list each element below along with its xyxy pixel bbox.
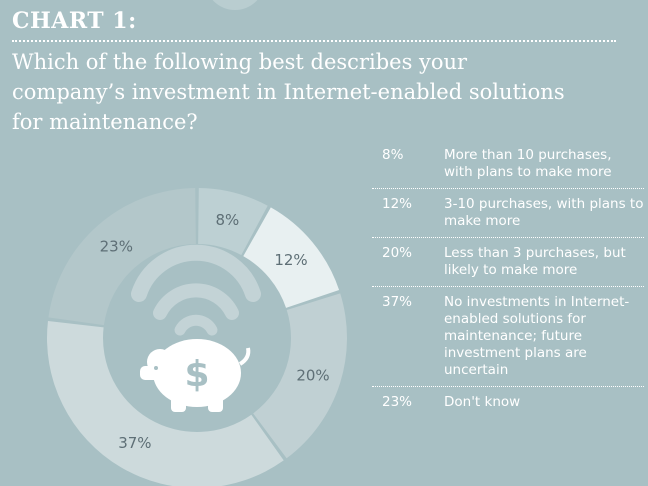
- piggy-bank-icon: $: [131, 244, 261, 412]
- donut-slice-labels: 8% 12% 20% 37% 23%: [100, 211, 330, 452]
- donut-slice: [243, 207, 340, 308]
- dollar-sign-icon: $: [184, 354, 209, 395]
- legend-description: Less than 3 purchases, but likely to mak…: [444, 245, 626, 278]
- legend-description: No investments in Internet-enabled solut…: [444, 294, 630, 378]
- legend-description: More than 10 purchases, with plans to ma…: [444, 147, 612, 180]
- wifi-signal-icon: [131, 244, 261, 336]
- legend-percent: 8%: [382, 147, 404, 163]
- donut-slices: [47, 188, 348, 486]
- legend-percent: 37%: [382, 294, 413, 310]
- chart-label: CHART 1:: [12, 8, 137, 34]
- legend-item: 20% Less than 3 purchases, but likely to…: [372, 238, 644, 287]
- donut-slice: [48, 188, 196, 326]
- legend-item: 8% More than 10 purchases, with plans to…: [372, 140, 644, 189]
- slice-label: 20%: [296, 367, 329, 385]
- gear-icon: [212, 0, 258, 10]
- slice-label: 37%: [118, 434, 151, 452]
- legend-item: 23% Don't know: [372, 387, 644, 418]
- slice-label: 8%: [215, 211, 239, 229]
- legend-percent: 12%: [382, 196, 413, 212]
- donut-slice: [253, 293, 348, 459]
- chart-question: Which of the following best describes yo…: [12, 50, 565, 134]
- legend-percent: 20%: [382, 245, 413, 261]
- slice-label: 23%: [100, 237, 133, 255]
- slice-label: 12%: [274, 251, 307, 269]
- legend-item: 37% No investments in Internet-enabled s…: [372, 287, 644, 387]
- legend-percent: 23%: [382, 394, 413, 410]
- donut-slice: [47, 320, 284, 486]
- legend-item: 12% 3-10 purchases, with plans to make m…: [372, 189, 644, 238]
- legend-description: Don't know: [444, 394, 521, 410]
- donut-chart: 8% 12% 20% 37% 23% $: [47, 188, 348, 486]
- donut-slice: [198, 188, 268, 256]
- chart-legend: 8% More than 10 purchases, with plans to…: [372, 140, 644, 418]
- header-divider: [12, 40, 616, 42]
- legend-description: 3-10 purchases, with plans to make more: [444, 196, 644, 229]
